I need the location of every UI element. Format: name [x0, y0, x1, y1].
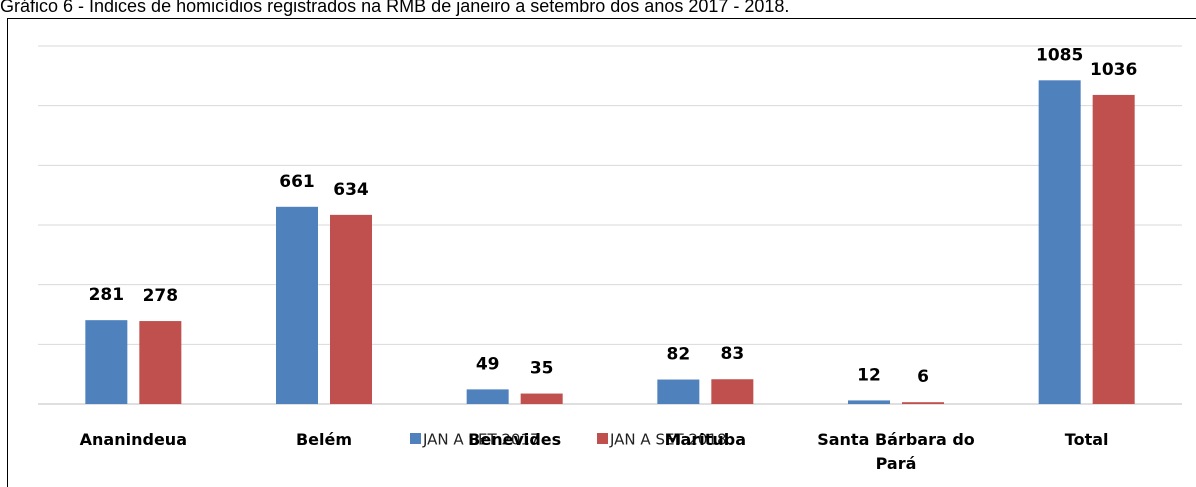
bar [276, 206, 318, 404]
value-label: 661 [279, 172, 315, 192]
x-tick-label: Total [1064, 430, 1109, 449]
bar [520, 393, 563, 404]
value-label: 634 [333, 180, 369, 200]
x-tick-label: Benevides [468, 430, 562, 449]
value-label: 278 [143, 286, 179, 306]
legend-label: JAN A SET 2018 [609, 431, 727, 449]
value-label: 1036 [1090, 60, 1137, 80]
bar [657, 379, 700, 404]
bar [848, 400, 890, 404]
bar [711, 379, 754, 404]
x-tick-label: Ananindeua [79, 430, 187, 449]
bar [1092, 94, 1135, 404]
value-label: 1085 [1036, 45, 1083, 65]
x-tick-label: Marituba [664, 430, 747, 449]
chart-title: Gráfico 6 - Índices de homicídios regist… [0, 0, 789, 16]
bar [139, 321, 182, 404]
value-label: 6 [917, 367, 929, 387]
bar [330, 214, 372, 404]
chart-frame [7, 18, 1196, 487]
value-label: 281 [89, 285, 125, 305]
value-label: 35 [530, 359, 554, 379]
legend-swatch [597, 433, 608, 444]
bar [902, 402, 944, 404]
bar [466, 389, 509, 404]
x-tick-label: Santa Bárbara do Pará [817, 430, 975, 473]
bar [1038, 80, 1081, 404]
x-tick-label: Belém [295, 430, 353, 449]
value-label: 82 [666, 345, 690, 365]
legend-swatch [410, 433, 421, 444]
value-label: 12 [857, 365, 881, 385]
legend-label: JAN A SET 2017 [422, 431, 540, 449]
value-label: 49 [476, 354, 500, 374]
value-label: 83 [720, 344, 744, 364]
bar [85, 320, 128, 404]
